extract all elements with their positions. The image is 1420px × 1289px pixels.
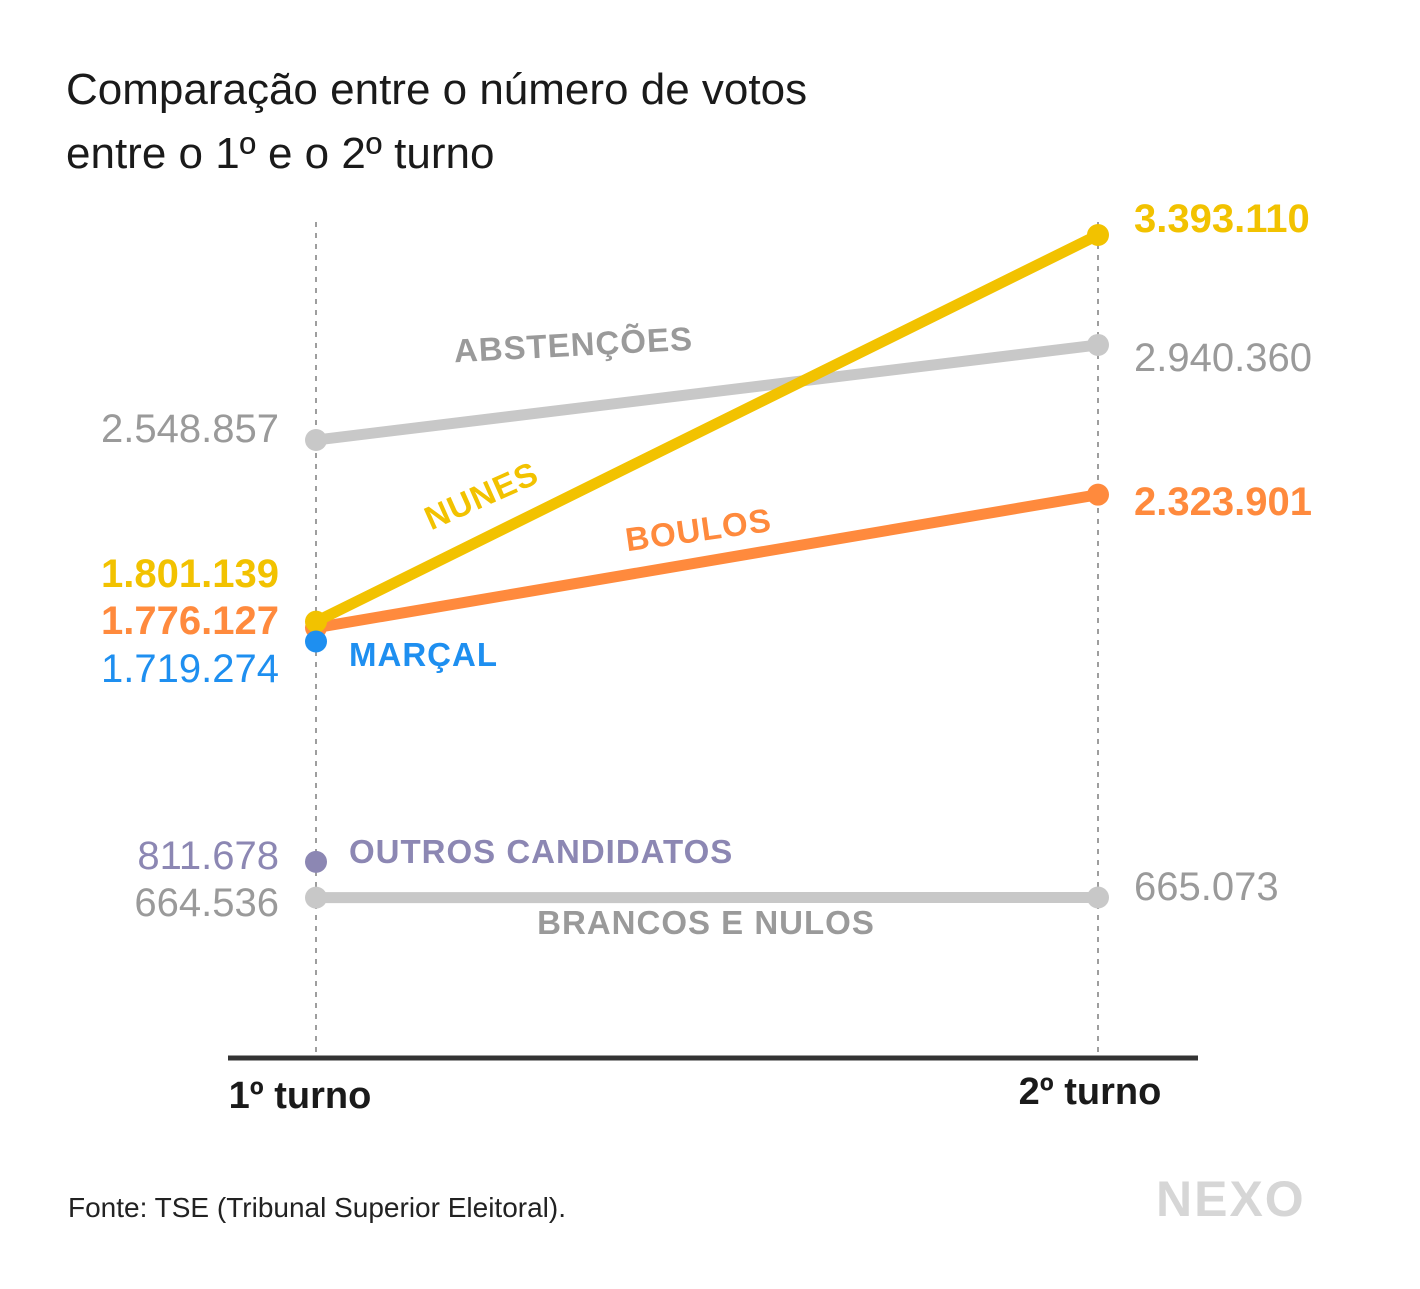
data-point-boulos-2 bbox=[1087, 483, 1109, 506]
value-label-nunes-1: 1.801.139 bbox=[101, 552, 279, 596]
data-point-brancos-2 bbox=[1087, 886, 1109, 909]
value-label-boulos-1: 1.776.127 bbox=[101, 599, 279, 643]
series-name-outros: OUTROS CANDIDATOS bbox=[349, 833, 733, 870]
nexo-logo: NEXO bbox=[1156, 1171, 1306, 1227]
series-name-brancos: BRANCOS E NULOS bbox=[537, 904, 875, 941]
series-name-nunes: NUNES bbox=[419, 454, 544, 537]
data-point-nunes-2 bbox=[1087, 224, 1109, 246]
data-point-abstencoes-2 bbox=[1087, 333, 1109, 356]
chart-title-line-2: entre o 1º e o 2º turno bbox=[66, 129, 495, 178]
x-tick-label-2: 2º turno bbox=[1019, 1071, 1162, 1113]
data-point-brancos-1 bbox=[305, 886, 327, 909]
value-label-abstencoes-2: 2.940.360 bbox=[1134, 336, 1312, 380]
series-name-marcal: MARÇAL bbox=[349, 636, 498, 673]
x-tick-label-1: 1º turno bbox=[229, 1075, 372, 1117]
series-line-nunes bbox=[310, 229, 1104, 628]
data-point-nunes-1 bbox=[305, 610, 327, 633]
value-label-abstencoes-1: 2.548.857 bbox=[101, 407, 279, 451]
series-line-boulos bbox=[310, 489, 1104, 634]
value-label-marcal-1: 1.719.274 bbox=[101, 647, 279, 691]
chart-title: Comparação entre o número de votos entre… bbox=[66, 58, 1166, 186]
value-label-outros-1: 811.678 bbox=[137, 834, 279, 878]
value-label-brancos-2: 665.073 bbox=[1134, 865, 1279, 909]
source-note: Fonte: TSE (Tribunal Superior Eleitoral)… bbox=[68, 1192, 566, 1223]
value-label-boulos-2: 2.323.901 bbox=[1134, 480, 1312, 524]
chart-title-line-1: Comparação entre o número de votos bbox=[66, 65, 808, 114]
series-line-abstencoes bbox=[310, 339, 1104, 446]
data-point-marcal-1 bbox=[305, 630, 327, 653]
value-label-brancos-1: 664.536 bbox=[134, 881, 279, 925]
data-point-outros-1 bbox=[305, 850, 327, 873]
value-label-nunes-2: 3.393.110 bbox=[1134, 197, 1310, 241]
data-point-abstencoes-1 bbox=[305, 429, 327, 452]
series-name-abstencoes: ABSTENÇÕES bbox=[453, 320, 694, 369]
